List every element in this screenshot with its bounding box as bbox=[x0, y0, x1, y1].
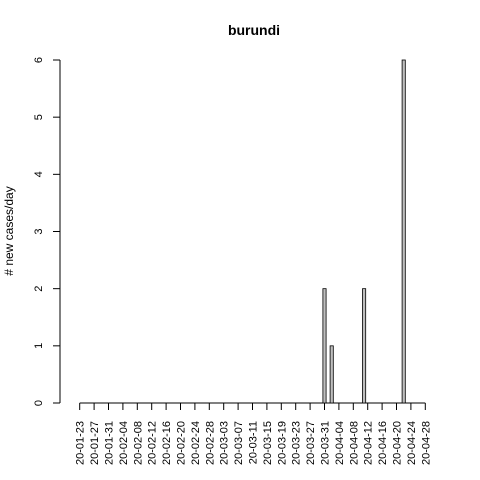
x-tick-label: 20-01-23 bbox=[75, 421, 87, 465]
x-tick-label: 20-01-31 bbox=[104, 421, 116, 465]
y-axis: 0 1 2 3 4 5 6 bbox=[33, 57, 61, 406]
x-tick-label: 20-03-23 bbox=[291, 421, 303, 465]
x-tick-label: 20-03-07 bbox=[233, 421, 245, 465]
x-tick-label: 20-02-12 bbox=[147, 421, 159, 465]
x-tick-label: 20-04-16 bbox=[377, 421, 389, 465]
x-tick-label: 20-03-27 bbox=[305, 421, 317, 465]
y-tick-label: 0 bbox=[33, 400, 45, 406]
x-tick-label: 20-03-11 bbox=[248, 421, 260, 464]
x-tick-label: 20-04-28 bbox=[420, 421, 432, 465]
x-tick-label: 20-03-19 bbox=[276, 421, 288, 465]
x-tick-label: 20-04-24 bbox=[406, 421, 418, 465]
bar bbox=[401, 59, 406, 404]
x-tick-label: 20-04-20 bbox=[392, 421, 404, 465]
y-tick-label: 5 bbox=[33, 114, 45, 120]
y-tick-label: 1 bbox=[33, 343, 45, 349]
bar bbox=[329, 345, 334, 404]
x-tick-label: 20-03-03 bbox=[219, 421, 231, 465]
bar bbox=[322, 288, 327, 404]
bar bbox=[362, 288, 367, 404]
x-tick-label: 20-03-31 bbox=[320, 421, 332, 465]
x-tick-label: 20-02-24 bbox=[190, 421, 202, 465]
y-tick-label: 3 bbox=[33, 228, 45, 234]
x-tick-label: 20-02-08 bbox=[132, 421, 144, 465]
x-tick-label: 20-01-27 bbox=[89, 421, 101, 465]
x-axis: 20-01-23 20-01-27 20-01-31 20-02-04 20-02-08… bbox=[75, 402, 432, 465]
x-tick-label: 20-04-04 bbox=[334, 421, 346, 465]
x-tick-label: 20-02-28 bbox=[204, 421, 216, 465]
x-tick-label: 20-02-20 bbox=[176, 421, 188, 465]
x-tick-label: 20-02-16 bbox=[161, 421, 173, 465]
x-tick-label: 20-03-15 bbox=[262, 421, 274, 465]
x-tick-label: 20-02-04 bbox=[118, 421, 130, 465]
y-tick-label: 6 bbox=[33, 57, 45, 63]
bars bbox=[322, 59, 406, 404]
y-tick-label: 2 bbox=[33, 286, 45, 292]
y-axis-label: # new cases/day bbox=[2, 186, 16, 275]
x-tick-label: 20-04-12 bbox=[363, 421, 375, 465]
chart-title: burundi bbox=[228, 22, 280, 38]
x-tick-label: 20-04-08 bbox=[348, 421, 360, 465]
y-tick-label: 4 bbox=[33, 171, 45, 177]
